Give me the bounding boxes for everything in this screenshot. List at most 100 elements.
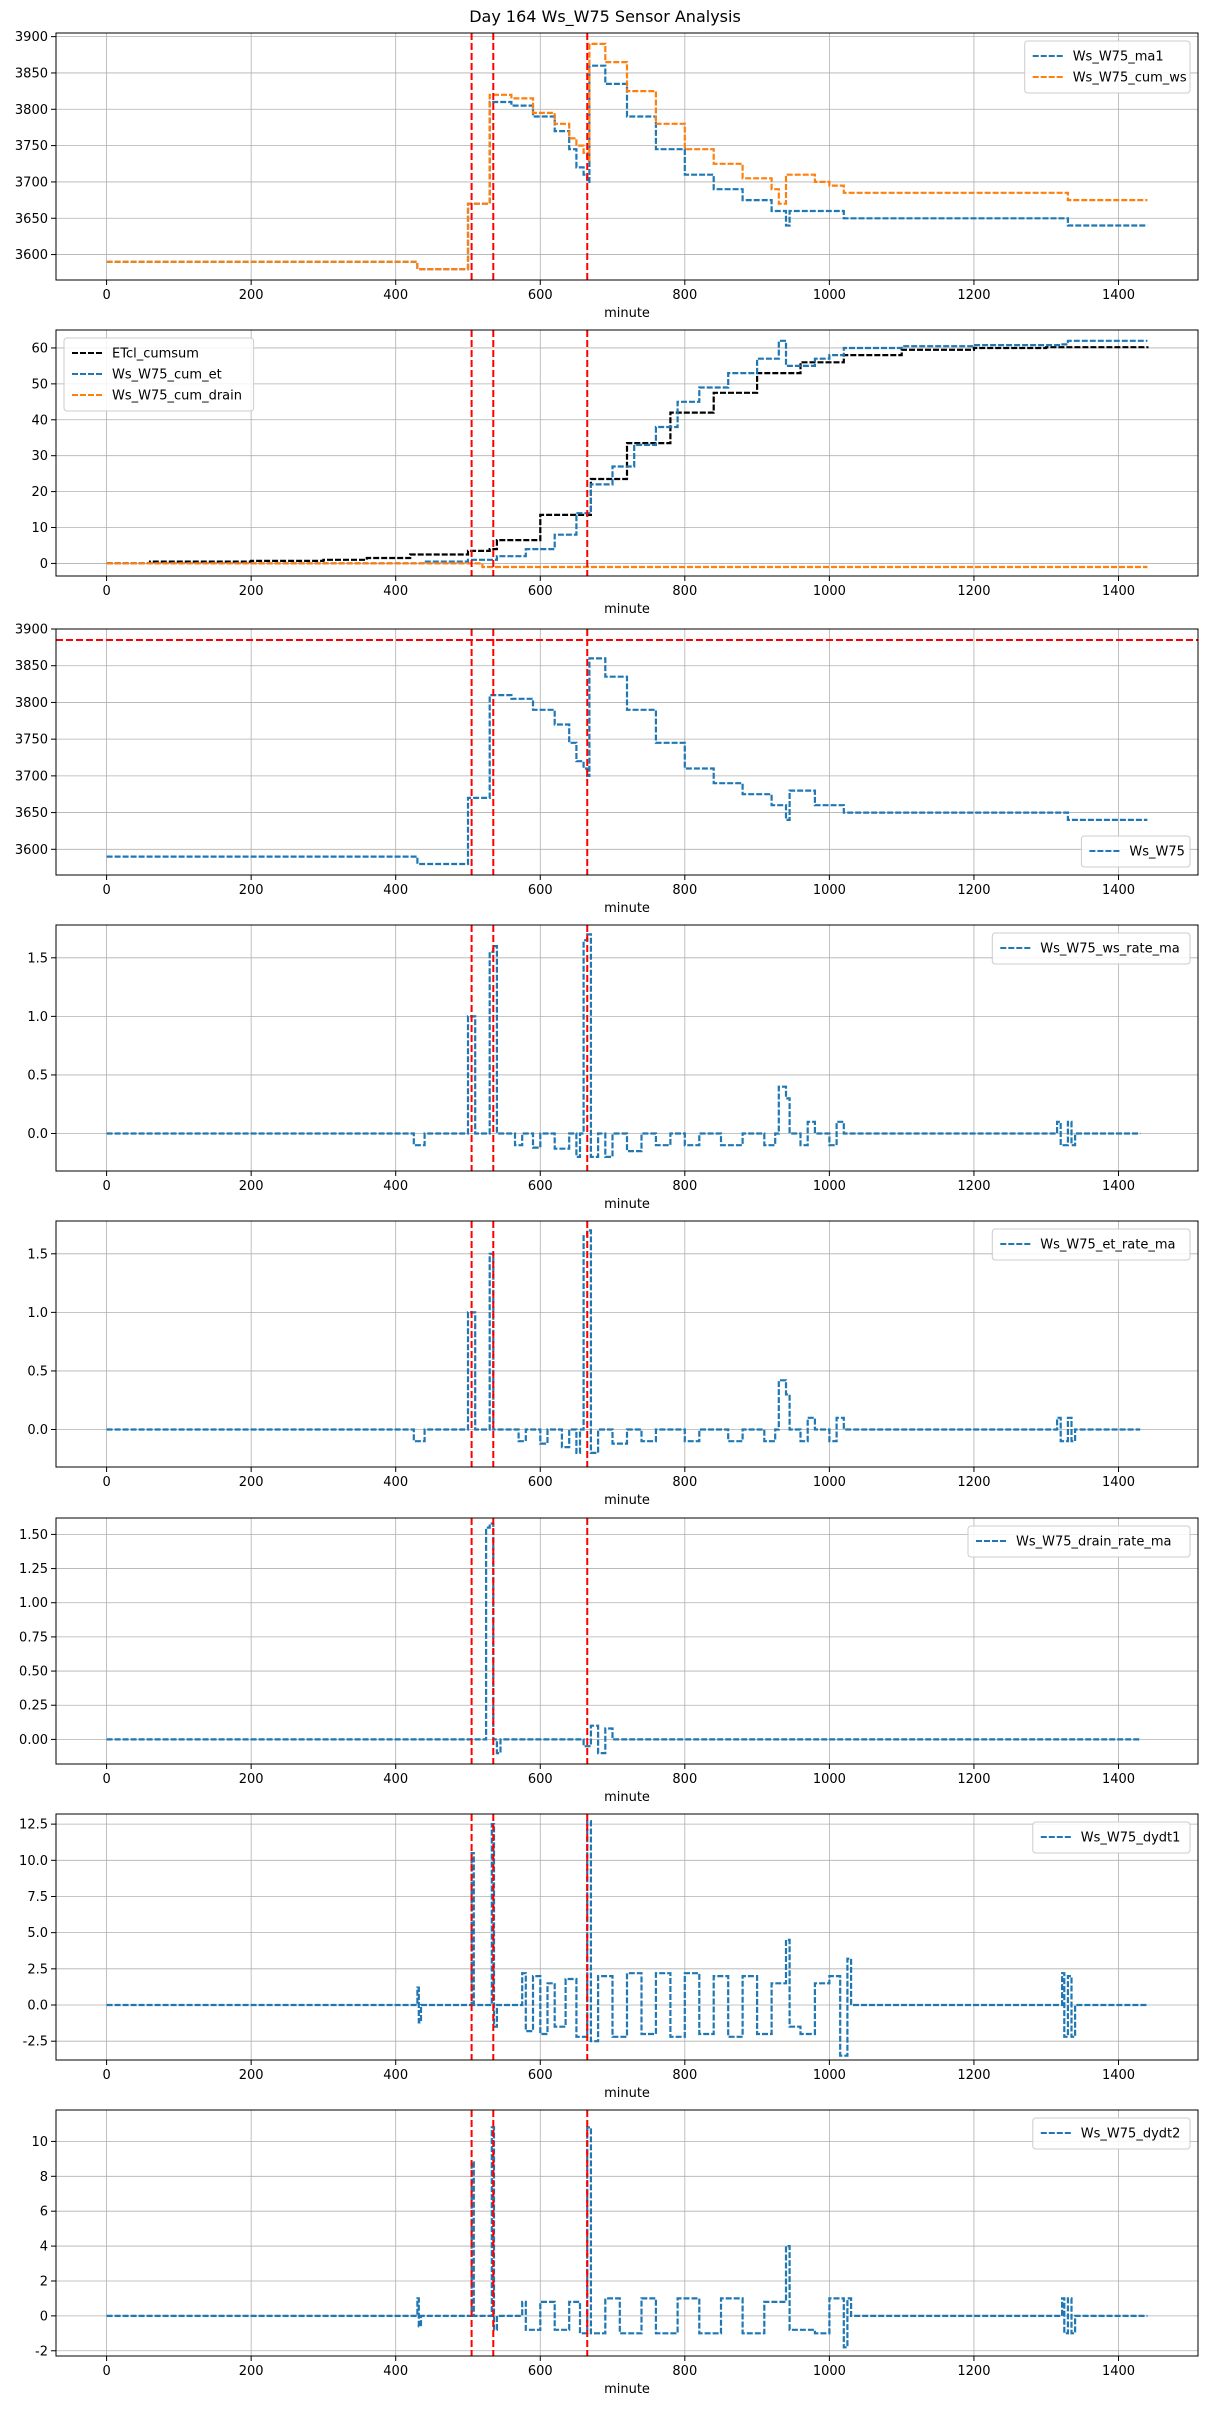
x-tick-label: 1000 xyxy=(813,1475,846,1490)
x-tick-label: 0 xyxy=(102,2364,110,2379)
y-tick-label: 7.5 xyxy=(27,1890,48,1905)
x-tick-label: 600 xyxy=(528,883,553,898)
x-tick-label: 600 xyxy=(528,584,553,599)
x-axis-label: minute xyxy=(604,306,650,321)
series-line-Ws_W75_cum_ws xyxy=(106,42,1148,271)
y-tick-label: 30 xyxy=(31,449,48,464)
panel-7: 0 200 400 600 800 1000 1200 1400 -2.5 0.0 2.5 5.0 7.… xyxy=(19,1813,1199,2101)
y-tick-label: 0.5 xyxy=(27,1068,48,1083)
x-tick-label: 1000 xyxy=(813,584,846,599)
legend: ETcl_cumsum Ws_W75_cum_et Ws_W75_cum_drain xyxy=(63,337,255,412)
x-tick-label: 0 xyxy=(102,1772,110,1787)
y-tick-label: 1.50 xyxy=(19,1528,48,1543)
plot-area xyxy=(106,925,1141,1171)
x-tick-label: 800 xyxy=(672,2364,697,2379)
x-tick-label: 1400 xyxy=(1102,1179,1135,1194)
x-tick-label: 400 xyxy=(383,584,408,599)
x-tick-label: 0 xyxy=(102,883,110,898)
legend-box xyxy=(991,932,1191,965)
x-tick-label: 1400 xyxy=(1102,1772,1135,1787)
y-tick-label: 12.5 xyxy=(19,1818,48,1833)
panel-2: 0 200 400 600 800 1000 1200 1400 0 10 20 30 40 50 60 mi… xyxy=(31,329,1199,617)
plot-area xyxy=(56,629,1198,875)
legend-label: Ws_W75_cum_ws xyxy=(1073,71,1187,86)
x-tick-label: 200 xyxy=(239,1772,264,1787)
y-tick-label: 3900 xyxy=(15,623,48,638)
plot-area xyxy=(106,1814,1148,2060)
series-line-ETcl_cumsum xyxy=(106,346,1149,565)
legend-label: Ws_W75_ma1 xyxy=(1073,50,1164,65)
y-tick-label: 60 xyxy=(31,341,48,356)
legend: Ws_W75 xyxy=(1080,835,1191,868)
y-tick-label: 3800 xyxy=(15,103,48,118)
x-tick-label: 400 xyxy=(383,288,408,303)
x-tick-label: 200 xyxy=(239,288,264,303)
y-tick-label: 10.0 xyxy=(19,1854,48,1869)
y-tick-label: 50 xyxy=(31,377,48,392)
legend-box xyxy=(1080,835,1191,868)
x-tick-label: 800 xyxy=(672,1475,697,1490)
y-tick-label: 2.5 xyxy=(27,1962,48,1977)
y-tick-label: 6 xyxy=(40,2205,48,2220)
panel-8: 0 200 400 600 800 1000 1200 1400 -2 0 2 4 6 8 10 minute… xyxy=(31,2109,1199,2397)
y-tick-label: 1.00 xyxy=(19,1596,48,1611)
axes-frame xyxy=(55,329,1199,577)
y-tick-label: 3750 xyxy=(15,139,48,154)
legend: Ws_W75_drain_rate_ma xyxy=(967,1525,1191,1558)
axes-frame xyxy=(55,1517,1199,1765)
x-tick-label: 1000 xyxy=(813,1772,846,1787)
x-tick-label: 1000 xyxy=(813,288,846,303)
x-tick-label: 600 xyxy=(528,2068,553,2083)
legend-label: Ws_W75_dydt1 xyxy=(1081,1831,1181,1846)
x-tick-label: 1400 xyxy=(1102,2068,1135,2083)
x-tick-label: 1000 xyxy=(813,2068,846,2083)
x-tick-label: 200 xyxy=(239,1179,264,1194)
y-tick-label: 3650 xyxy=(15,806,48,821)
axes-frame xyxy=(55,32,1199,281)
x-axis-label: minute xyxy=(604,2382,650,2397)
y-tick-label: 3600 xyxy=(15,248,48,263)
x-tick-label: 1200 xyxy=(957,1179,990,1194)
legend-box xyxy=(1024,40,1191,94)
plot-area xyxy=(106,330,1149,576)
figure-title: Day 164 Ws_W75 Sensor Analysis xyxy=(469,7,741,27)
y-tick-label: 40 xyxy=(31,413,48,428)
x-tick-label: 800 xyxy=(672,1772,697,1787)
axes-frame xyxy=(55,1813,1199,2061)
plot-area xyxy=(106,1221,1141,1467)
x-tick-label: 1000 xyxy=(813,2364,846,2379)
legend-box xyxy=(63,337,255,412)
series-line-Ws_W75_drain_rate_ma xyxy=(106,1522,1141,1755)
legend: Ws_W75_ws_rate_ma xyxy=(991,932,1191,965)
y-tick-label: 3600 xyxy=(15,843,48,858)
series-line-Ws_W75 xyxy=(106,657,1148,866)
y-tick-label: 2 xyxy=(40,2274,48,2289)
x-tick-label: 200 xyxy=(239,1475,264,1490)
y-tick-label: 0.0 xyxy=(27,1423,48,1438)
y-tick-label: 3850 xyxy=(15,659,48,674)
x-tick-label: 1400 xyxy=(1102,883,1135,898)
y-tick-label: -2.5 xyxy=(23,2035,48,2050)
y-tick-label: 0.50 xyxy=(19,1665,48,1680)
legend-box xyxy=(1032,1821,1191,1854)
x-tick-label: 400 xyxy=(383,883,408,898)
y-tick-label: 1.0 xyxy=(27,1010,48,1025)
x-tick-label: 1400 xyxy=(1102,1475,1135,1490)
plot-area xyxy=(106,33,1148,280)
series-line-Ws_W75_et_rate_ma xyxy=(106,1229,1141,1454)
y-tick-label: 0.5 xyxy=(27,1364,48,1379)
x-axis-label: minute xyxy=(604,1197,650,1212)
x-tick-label: 1400 xyxy=(1102,288,1135,303)
y-tick-label: 1.5 xyxy=(27,1247,48,1262)
y-tick-label: 0.0 xyxy=(27,1999,48,2014)
y-tick-label: 3700 xyxy=(15,175,48,190)
legend-label: Ws_W75_dydt2 xyxy=(1081,2127,1181,2142)
x-tick-label: 800 xyxy=(672,288,697,303)
x-axis-label: minute xyxy=(604,2086,650,2101)
series-line-Ws_W75_dydt2 xyxy=(106,2126,1148,2349)
x-tick-label: 200 xyxy=(239,2068,264,2083)
x-axis-label: minute xyxy=(604,602,650,617)
plot-area xyxy=(106,2110,1148,2356)
legend: Ws_W75_dydt2 xyxy=(1032,2117,1191,2150)
x-tick-label: 400 xyxy=(383,1179,408,1194)
